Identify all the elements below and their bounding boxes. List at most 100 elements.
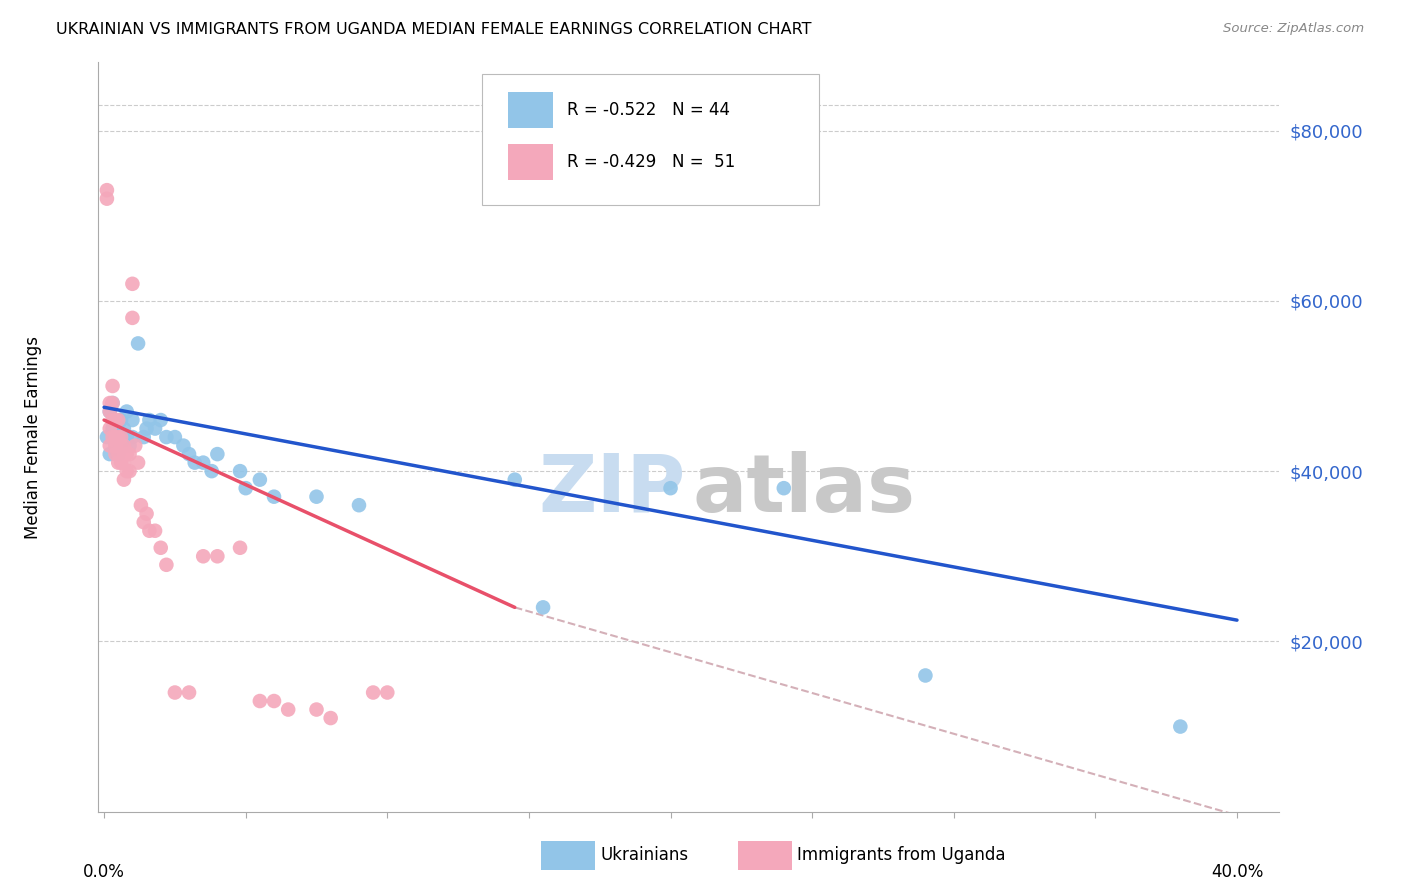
- Text: Immigrants from Uganda: Immigrants from Uganda: [797, 847, 1005, 864]
- Point: [101, 396, 124, 410]
- Point: [112, 421, 135, 435]
- Text: Ukrainians: Ukrainians: [600, 847, 689, 864]
- Point: [110, 456, 132, 470]
- Point: [107, 447, 129, 461]
- Point: [107, 447, 129, 461]
- Point: [375, 685, 398, 699]
- Point: [229, 464, 252, 478]
- Point: [101, 421, 124, 435]
- Point: [118, 464, 141, 478]
- Point: [115, 430, 138, 444]
- Point: [132, 430, 155, 444]
- Point: [115, 464, 138, 478]
- Point: [118, 447, 141, 461]
- Point: [207, 549, 229, 564]
- Point: [163, 430, 186, 444]
- Point: [177, 685, 200, 699]
- Point: [143, 524, 166, 538]
- Point: [305, 490, 328, 504]
- Point: [98, 421, 121, 435]
- Point: [193, 549, 215, 564]
- Point: [104, 447, 127, 461]
- Point: [149, 413, 172, 427]
- Point: [107, 430, 129, 444]
- Point: [104, 413, 127, 427]
- Point: [96, 192, 118, 206]
- Point: [101, 379, 124, 393]
- Point: [207, 447, 229, 461]
- Text: 0.0%: 0.0%: [83, 863, 125, 880]
- Point: [110, 439, 132, 453]
- Point: [107, 456, 129, 470]
- Point: [347, 498, 370, 512]
- Point: [96, 183, 118, 197]
- Point: [277, 702, 299, 716]
- Point: [101, 396, 124, 410]
- Point: [229, 541, 252, 555]
- Point: [177, 447, 200, 461]
- Point: [110, 413, 132, 427]
- Point: [127, 456, 149, 470]
- Point: [96, 430, 118, 444]
- Point: [112, 456, 135, 470]
- Point: [138, 413, 160, 427]
- Point: [107, 430, 129, 444]
- Text: R = -0.429   N =  51: R = -0.429 N = 51: [567, 153, 735, 171]
- Point: [361, 685, 384, 699]
- Point: [115, 404, 138, 418]
- Point: [121, 413, 143, 427]
- Point: [129, 498, 152, 512]
- Point: [118, 439, 141, 453]
- Point: [531, 600, 554, 615]
- Point: [98, 396, 121, 410]
- Point: [104, 430, 127, 444]
- Point: [1168, 720, 1191, 734]
- Text: R = -0.522   N = 44: R = -0.522 N = 44: [567, 101, 730, 119]
- Point: [135, 507, 157, 521]
- Point: [155, 558, 177, 572]
- Point: [98, 404, 121, 418]
- Point: [263, 694, 285, 708]
- Point: [132, 515, 155, 529]
- Point: [115, 447, 138, 461]
- Point: [143, 421, 166, 435]
- Point: [201, 464, 224, 478]
- Text: UKRAINIAN VS IMMIGRANTS FROM UGANDA MEDIAN FEMALE EARNINGS CORRELATION CHART: UKRAINIAN VS IMMIGRANTS FROM UGANDA MEDI…: [56, 22, 811, 37]
- Point: [138, 524, 160, 538]
- Point: [121, 310, 143, 325]
- FancyBboxPatch shape: [508, 145, 553, 180]
- Point: [112, 439, 135, 453]
- Point: [249, 473, 271, 487]
- Point: [121, 277, 143, 291]
- Point: [503, 473, 526, 487]
- Point: [127, 336, 149, 351]
- Point: [249, 694, 271, 708]
- Point: [263, 490, 285, 504]
- Point: [914, 668, 936, 682]
- Point: [98, 447, 121, 461]
- Text: Median Female Earnings: Median Female Earnings: [24, 335, 42, 539]
- Point: [193, 456, 215, 470]
- Point: [172, 439, 194, 453]
- Point: [121, 430, 143, 444]
- Point: [110, 430, 132, 444]
- Point: [104, 439, 127, 453]
- Point: [98, 439, 121, 453]
- Point: [110, 439, 132, 453]
- Point: [101, 413, 124, 427]
- Point: [149, 541, 172, 555]
- Point: [107, 413, 129, 427]
- Point: [659, 481, 682, 495]
- Point: [104, 439, 127, 453]
- FancyBboxPatch shape: [482, 74, 818, 205]
- Point: [135, 421, 157, 435]
- Point: [112, 473, 135, 487]
- Point: [183, 456, 205, 470]
- FancyBboxPatch shape: [508, 92, 553, 128]
- Point: [163, 685, 186, 699]
- Point: [319, 711, 342, 725]
- Point: [104, 413, 127, 427]
- Point: [112, 439, 135, 453]
- Point: [124, 439, 146, 453]
- Text: atlas: atlas: [693, 450, 915, 529]
